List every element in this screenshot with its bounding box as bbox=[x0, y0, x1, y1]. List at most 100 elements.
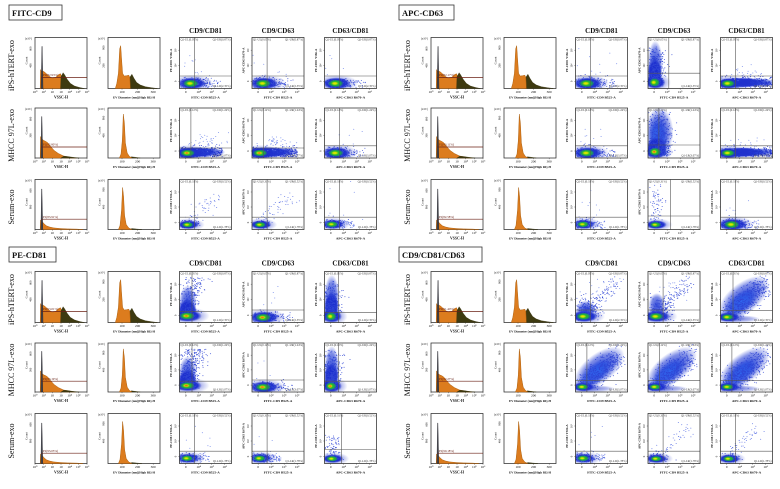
svg-text:10⁵: 10⁵ bbox=[678, 394, 683, 398]
svg-text:10⁵: 10⁵ bbox=[642, 119, 646, 123]
svg-text:Count: Count bbox=[24, 290, 28, 298]
svg-text:Q1-UL(0.31%): Q1-UL(0.31%) bbox=[722, 413, 740, 417]
svg-text:10⁰: 10⁰ bbox=[429, 90, 434, 94]
svg-text:10⁳: 10⁳ bbox=[59, 324, 63, 328]
svg-text:Q1-LR(1.78%): Q1-LR(1.78%) bbox=[754, 225, 772, 229]
svg-text:0: 0 bbox=[642, 384, 646, 386]
svg-text:10⁲: 10⁲ bbox=[51, 90, 55, 94]
svg-text:Count: Count bbox=[98, 361, 102, 369]
svg-text:Q1-UR(1.24%): Q1-UR(1.24%) bbox=[681, 343, 699, 347]
svg-text:Q1-UL(0.05%): Q1-UL(0.05%) bbox=[181, 271, 199, 275]
svg-text:PE-CD81 Y586-A: PE-CD81 Y586-A bbox=[710, 118, 714, 142]
svg-text:Q1-LR(1.78%): Q1-LR(1.78%) bbox=[213, 225, 231, 229]
svg-text:10⁵: 10⁵ bbox=[715, 119, 719, 123]
svg-text:10⁵: 10⁵ bbox=[354, 90, 359, 94]
svg-text:Q1-LR(3.07%): Q1-LR(3.07%) bbox=[609, 154, 627, 158]
svg-text:10⁴: 10⁴ bbox=[269, 160, 274, 164]
svg-text:10⁲: 10⁲ bbox=[447, 394, 451, 398]
svg-text:10⁵: 10⁵ bbox=[570, 282, 574, 286]
svg-text:10¹: 10¹ bbox=[437, 324, 441, 328]
svg-text:0: 0 bbox=[642, 455, 646, 457]
svg-text:10⁴: 10⁴ bbox=[642, 205, 646, 209]
svg-text:10⁴: 10⁴ bbox=[246, 368, 250, 372]
svg-text:200: 200 bbox=[531, 324, 536, 328]
svg-text:200: 200 bbox=[531, 465, 536, 469]
svg-text:Q1-UL(0.31%): Q1-UL(0.31%) bbox=[253, 413, 271, 417]
svg-text:FITC-CD9 B525-A: FITC-CD9 B525-A bbox=[264, 330, 293, 334]
svg-text:EV Diameter (nm)[High RI]-H: EV Diameter (nm)[High RI]-H bbox=[509, 237, 551, 241]
svg-text:10⁴: 10⁴ bbox=[463, 90, 468, 94]
svg-text:APC-CD63 R670-A: APC-CD63 R670-A bbox=[732, 330, 762, 334]
svg-text:FITC-CD9: FITC-CD9 bbox=[12, 8, 52, 18]
svg-text:(x10⁵): (x10⁵) bbox=[98, 108, 105, 111]
svg-text:10⁶: 10⁶ bbox=[85, 324, 90, 328]
svg-text:10⁳: 10⁳ bbox=[455, 324, 459, 328]
svg-text:Q1-LR(1.78%): Q1-LR(1.78%) bbox=[213, 459, 231, 463]
svg-text:Count: Count bbox=[494, 126, 498, 134]
svg-text:Q1-UL(0.12%): Q1-UL(0.12%) bbox=[722, 343, 740, 347]
svg-text:0: 0 bbox=[570, 384, 574, 386]
svg-text:10⁴: 10⁴ bbox=[570, 298, 574, 302]
svg-text:400: 400 bbox=[498, 204, 502, 209]
svg-text:10⁵: 10⁵ bbox=[282, 465, 287, 469]
svg-text:10⁶: 10⁶ bbox=[618, 324, 623, 328]
svg-text:VSSC-H: VSSC-H bbox=[54, 165, 68, 169]
svg-text:10⁴: 10⁴ bbox=[341, 394, 346, 398]
svg-text:10⁳: 10⁳ bbox=[455, 90, 459, 94]
svg-text:Q1-UR(0.52%): Q1-UR(0.52%) bbox=[358, 179, 376, 183]
svg-text:0: 0 bbox=[330, 160, 332, 164]
svg-text:10⁶: 10⁶ bbox=[763, 324, 768, 328]
svg-text:10⁴: 10⁴ bbox=[174, 64, 178, 68]
svg-text:(x10⁵): (x10⁵) bbox=[421, 272, 428, 275]
svg-text:0: 0 bbox=[715, 80, 719, 82]
svg-text:PE-CD81 Y586-A: PE-CD81 Y586-A bbox=[169, 424, 173, 448]
svg-text:10⁶: 10⁶ bbox=[367, 160, 372, 164]
svg-text:10⁵: 10⁵ bbox=[209, 394, 214, 398]
svg-text:FITC-CD9 B525-A: FITC-CD9 B525-A bbox=[660, 237, 689, 241]
svg-text:100: 100 bbox=[119, 324, 124, 328]
svg-text:10⁵: 10⁵ bbox=[209, 160, 214, 164]
svg-text:10⁰: 10⁰ bbox=[33, 465, 38, 469]
svg-text:10⁴: 10⁴ bbox=[463, 324, 468, 328]
svg-text:10⁰: 10⁰ bbox=[429, 394, 434, 398]
svg-text:10⁵: 10⁵ bbox=[282, 324, 287, 328]
svg-text:10⁴: 10⁴ bbox=[642, 134, 646, 138]
svg-text:400: 400 bbox=[498, 438, 502, 443]
svg-text:Count: Count bbox=[25, 198, 29, 206]
svg-text:10⁶: 10⁶ bbox=[481, 231, 486, 235]
svg-text:400: 400 bbox=[102, 438, 106, 443]
svg-text:FITC-CD9 B525-A: FITC-CD9 B525-A bbox=[264, 96, 293, 100]
svg-text:300: 300 bbox=[425, 133, 429, 138]
svg-text:MHCC 97L-exo: MHCC 97L-exo bbox=[403, 109, 412, 162]
svg-text:10⁶: 10⁶ bbox=[763, 394, 768, 398]
svg-text:10⁴: 10⁴ bbox=[196, 231, 201, 235]
svg-text:10⁵: 10⁵ bbox=[472, 231, 477, 235]
svg-text:0: 0 bbox=[581, 231, 583, 235]
svg-text:10⁵: 10⁵ bbox=[246, 424, 250, 428]
svg-text:0: 0 bbox=[581, 324, 583, 328]
svg-text:Count: Count bbox=[98, 126, 102, 134]
svg-text:10⁵: 10⁵ bbox=[472, 324, 477, 328]
svg-text:100: 100 bbox=[119, 160, 124, 164]
svg-text:10⁴: 10⁴ bbox=[246, 205, 250, 209]
svg-text:P2(93.19%): P2(93.19%) bbox=[43, 377, 58, 381]
svg-text:10⁶: 10⁶ bbox=[85, 394, 90, 398]
svg-text:0: 0 bbox=[174, 150, 178, 152]
svg-text:0: 0 bbox=[246, 455, 250, 457]
svg-text:Serum-exo: Serum-exo bbox=[403, 423, 412, 458]
svg-text:10⁴: 10⁴ bbox=[665, 231, 670, 235]
svg-text:0: 0 bbox=[653, 160, 655, 164]
svg-text:Count: Count bbox=[421, 126, 425, 134]
svg-text:10⁴: 10⁴ bbox=[67, 324, 72, 328]
svg-text:Q1-UL(0.05%): Q1-UL(0.05%) bbox=[577, 37, 595, 41]
svg-text:10⁴: 10⁴ bbox=[319, 205, 323, 209]
svg-text:10⁴: 10⁴ bbox=[463, 160, 468, 164]
svg-text:Q1-LR(1.78%): Q1-LR(1.78%) bbox=[681, 459, 699, 463]
svg-text:Q1-LR(3.07%): Q1-LR(3.07%) bbox=[358, 154, 376, 158]
svg-text:10⁵: 10⁵ bbox=[678, 160, 683, 164]
svg-text:10⁶: 10⁶ bbox=[481, 90, 486, 94]
svg-text:P2(92.27%): P2(92.27%) bbox=[439, 377, 454, 381]
svg-text:10¹: 10¹ bbox=[41, 465, 45, 469]
svg-text:EV Diameter (nm)[High RI]-H: EV Diameter (nm)[High RI]-H bbox=[113, 165, 155, 169]
svg-text:FITC-CD9 B525-A: FITC-CD9 B525-A bbox=[264, 471, 293, 475]
